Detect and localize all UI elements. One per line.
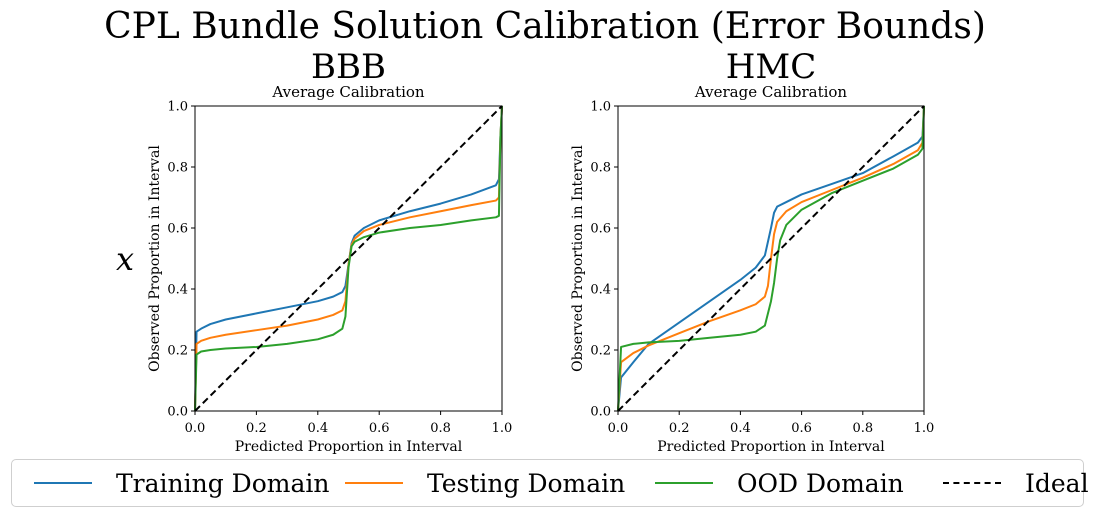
y-tick-label: 0.4 <box>167 283 188 298</box>
y-tick-label: 0.0 <box>590 405 611 420</box>
x-tick-label: 0.6 <box>369 421 390 436</box>
y-tick-label: 0.2 <box>590 344 611 359</box>
x-tick-label: 1.0 <box>914 421 935 436</box>
x-tick-label: 0.4 <box>730 421 751 436</box>
legend-item-training: Training Domain <box>34 460 329 506</box>
series-line-training <box>617 105 925 412</box>
y-tick-label: 0.6 <box>167 222 188 237</box>
x-axis-label: Predicted Proportion in Interval <box>657 439 885 455</box>
series-line-ood <box>617 105 925 412</box>
y-axis-label: Observed Proportion in Interval <box>570 145 586 372</box>
legend-swatch-ood <box>655 482 713 484</box>
x-tick-label: 0.6 <box>791 421 812 436</box>
legend-swatch-testing <box>345 482 403 484</box>
figure-suptitle: CPL Bundle Solution Calibration (Error B… <box>104 6 986 47</box>
panel-title: BBB <box>311 47 386 87</box>
legend-label-ood: OOD Domain <box>737 468 904 498</box>
row-label: x <box>116 240 134 278</box>
axes-frame <box>617 105 925 412</box>
legend-item-ideal: Ideal <box>943 460 1089 506</box>
legend-swatch-ideal <box>943 482 1001 484</box>
legend-item-testing: Testing Domain <box>345 460 625 506</box>
y-tick-label: 0.2 <box>167 344 188 359</box>
x-tick-label: 0.0 <box>608 421 629 436</box>
y-tick-label: 0.8 <box>590 161 611 176</box>
x-axis-label: Predicted Proportion in Interval <box>235 439 463 455</box>
axes-frame <box>194 105 503 412</box>
x-tick-label: 1.0 <box>492 421 513 436</box>
legend-label-training: Training Domain <box>116 468 330 498</box>
series-line-ood <box>194 105 503 412</box>
legend-item-ood: OOD Domain <box>655 460 904 506</box>
panel-title: HMC <box>726 47 816 87</box>
axes-title: Average Calibration <box>694 83 848 101</box>
series-line-ideal <box>617 105 925 412</box>
legend-label-testing: Testing Domain <box>427 468 626 498</box>
legend-label-ideal: Ideal <box>1025 468 1089 498</box>
y-tick-label: 0.8 <box>167 161 188 176</box>
y-tick-label: 0.0 <box>167 405 188 420</box>
y-tick-label: 1.0 <box>590 100 611 115</box>
legend: Training Domain Testing Domain OOD Domai… <box>11 459 1089 507</box>
x-tick-label: 0.4 <box>307 421 328 436</box>
x-tick-label: 0.2 <box>669 421 690 436</box>
x-tick-label: 0.8 <box>430 421 451 436</box>
axes-title: Average Calibration <box>271 83 425 101</box>
legend-swatch-training <box>34 482 92 484</box>
x-tick-label: 0.0 <box>185 421 206 436</box>
series-line-ideal <box>194 105 503 412</box>
y-axis-label: Observed Proportion in Interval <box>147 145 163 372</box>
x-tick-label: 0.8 <box>852 421 873 436</box>
y-tick-label: 1.0 <box>167 100 188 115</box>
y-tick-label: 0.4 <box>590 283 611 298</box>
y-tick-label: 0.6 <box>590 222 611 237</box>
x-tick-label: 0.2 <box>246 421 267 436</box>
